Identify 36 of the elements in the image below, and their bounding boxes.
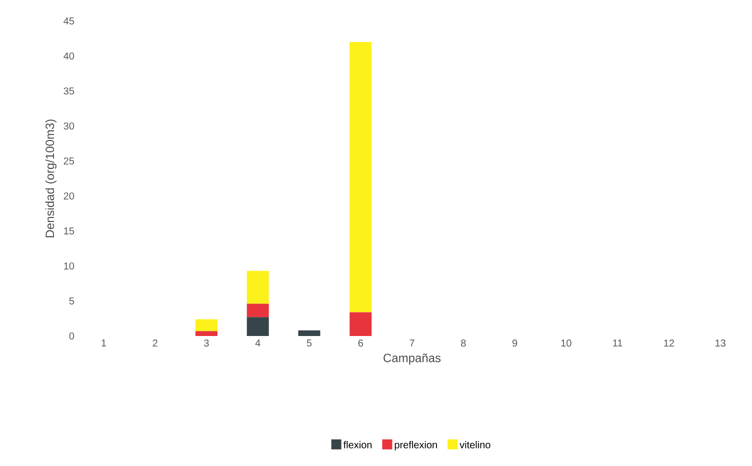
y-tick-label: 25 bbox=[64, 157, 74, 165]
y-tick-label: 35 bbox=[64, 87, 74, 95]
x-tick-label: 4 bbox=[255, 340, 260, 346]
x-tick-label: 10 bbox=[561, 340, 572, 347]
bar bbox=[246, 304, 269, 318]
legend-label: flexion bbox=[343, 441, 372, 448]
y-tick-label: 0 bbox=[69, 332, 74, 340]
x-tick-label: 5 bbox=[306, 340, 312, 347]
x-tick-label: 7 bbox=[410, 340, 414, 346]
y-tick-label: 15 bbox=[64, 228, 74, 234]
y-tick-label: 10 bbox=[64, 262, 74, 270]
y-tick-label: 40 bbox=[64, 52, 74, 60]
y-tick-label: 5 bbox=[69, 298, 74, 304]
bar bbox=[246, 270, 269, 304]
x-tick-label: 6 bbox=[358, 340, 363, 347]
y-axis-title: Densidad (org/100m3) bbox=[45, 120, 56, 238]
bar bbox=[195, 331, 218, 336]
bar bbox=[350, 42, 372, 312]
x-tick-label: 8 bbox=[461, 340, 466, 347]
x-axis-title: Campañas bbox=[384, 353, 441, 365]
bar bbox=[350, 312, 372, 336]
x-tick-label: 11 bbox=[613, 340, 622, 346]
y-tick-label: 30 bbox=[64, 122, 74, 130]
x-tick-label: 13 bbox=[716, 340, 726, 347]
x-tick-label: 2 bbox=[152, 340, 158, 347]
y-tick-label: 20 bbox=[64, 192, 74, 200]
bar bbox=[246, 317, 269, 336]
bar bbox=[298, 330, 320, 336]
x-tick-label: 3 bbox=[204, 340, 209, 347]
legend-label: vitelino bbox=[460, 441, 490, 448]
y-tick-label: 45 bbox=[64, 18, 74, 24]
x-tick-label: 12 bbox=[664, 340, 674, 347]
x-tick-label: 9 bbox=[512, 340, 518, 347]
legend-label: preflexion bbox=[394, 441, 437, 450]
bar bbox=[195, 319, 218, 332]
x-tick-label: 1 bbox=[102, 340, 106, 346]
